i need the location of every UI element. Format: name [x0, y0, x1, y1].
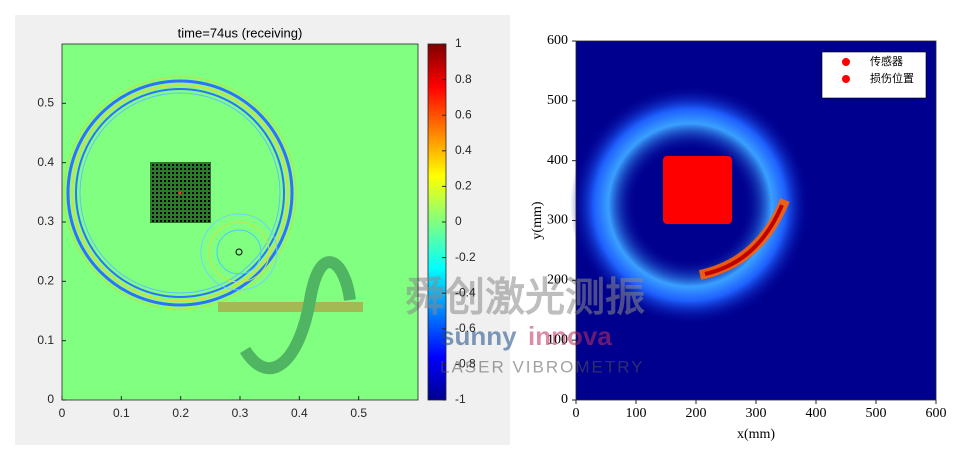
legend-box	[821, 51, 927, 99]
y-tick-label: 0.1	[37, 333, 54, 347]
x-tick-label: 0	[573, 406, 580, 421]
x-tick-label: 200	[686, 406, 707, 421]
chart-title: time=74us (receiving)	[178, 25, 303, 40]
x-tick-label: 0.3	[232, 406, 249, 420]
colorbar-tick-label: -0.4	[455, 285, 476, 299]
watermark-title: 舜创激光测振	[405, 276, 645, 320]
x-axis-label: x(mm)	[737, 427, 775, 442]
y-tick-label: 0	[47, 392, 54, 406]
watermark-brand: sunny	[440, 321, 517, 351]
x-tick-label: 0.4	[291, 406, 308, 420]
legend-marker	[842, 58, 850, 66]
watermark-tagline: LASER VIBROMETRY	[440, 357, 645, 376]
y-tick-label: 600	[547, 33, 568, 48]
x-tick-label: 100	[626, 406, 647, 421]
watermark-brand: innova	[528, 321, 612, 351]
x-tick-label: 0.5	[350, 406, 367, 420]
damage-image	[570, 41, 936, 400]
y-tick-label: 300	[547, 213, 568, 228]
colorbar-tick-label: -0.2	[455, 250, 476, 264]
y-tick-label: 0	[561, 392, 568, 407]
y-tick-label: 0.3	[37, 214, 54, 228]
colorbar-tick-label: 0.4	[455, 143, 472, 157]
colorbar-tick-label: -0.8	[455, 357, 476, 371]
legend-label: 传感器	[870, 55, 903, 68]
x-tick-label: 600	[926, 406, 947, 421]
y-tick-label: 400	[547, 153, 568, 168]
colorbar-tick-label: 0.6	[455, 107, 472, 121]
y-tick-label: 0.5	[37, 96, 54, 110]
x-tick-label: 300	[746, 406, 767, 421]
colorbar-tick-label: 0	[455, 214, 462, 228]
y-axis-label: y(mm)	[530, 201, 545, 239]
x-tick-label: 500	[866, 406, 887, 421]
colorbar-tick-label: 1	[455, 36, 462, 50]
colorbar-tick-label: 0.2	[455, 179, 472, 193]
x-tick-label: 0.1	[113, 406, 130, 420]
x-tick-label: 0.2	[172, 406, 189, 420]
y-tick-label: 200	[547, 273, 568, 288]
colorbar-tick-label: -0.6	[455, 321, 476, 335]
y-tick-label: 100	[547, 332, 568, 347]
wavefield	[62, 44, 418, 400]
legend-marker	[842, 75, 850, 83]
colorbar-tick-label: -1	[455, 392, 466, 406]
colorbar-tick-label: 0.8	[455, 72, 472, 86]
legend-label: 损伤位置	[870, 71, 914, 85]
y-tick-label: 0.2	[37, 274, 54, 288]
x-tick-label: 0	[59, 406, 66, 420]
y-tick-label: 500	[547, 93, 568, 108]
x-tick-label: 400	[806, 406, 827, 421]
y-tick-label: 0.4	[37, 155, 54, 169]
watermark: 舜创激光测振 sunny innova LASER VIBROMETRY	[218, 256, 645, 376]
